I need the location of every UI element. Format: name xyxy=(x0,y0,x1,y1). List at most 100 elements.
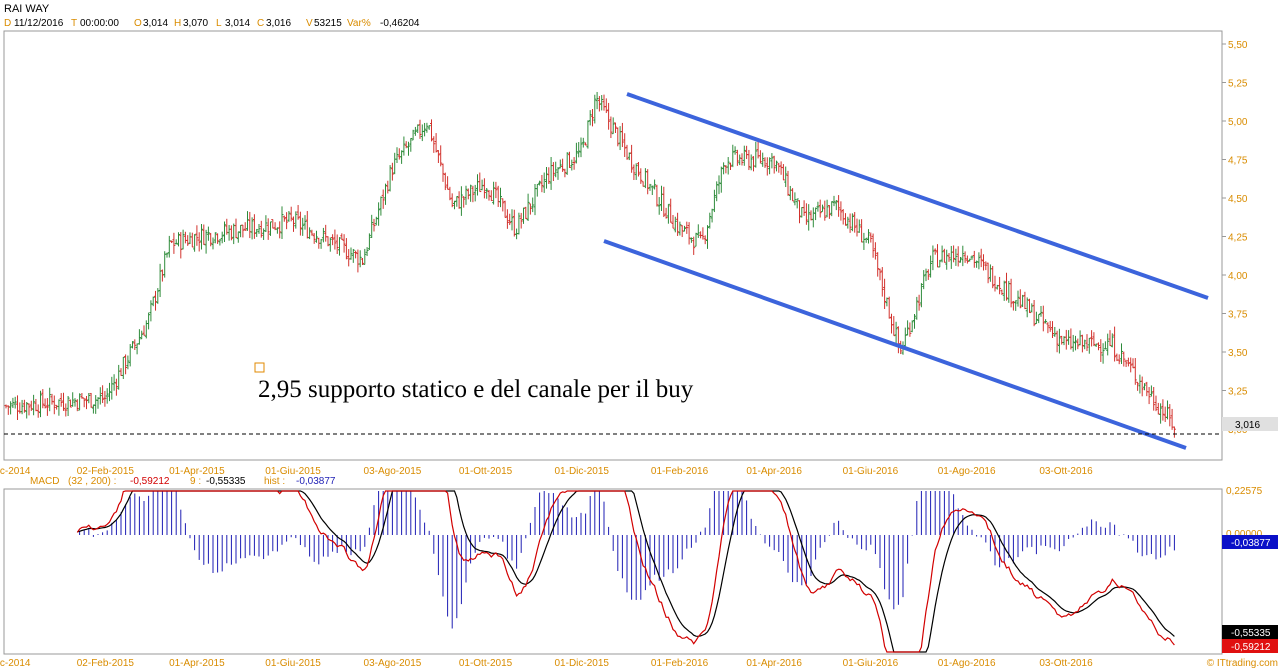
ohlc-bar xyxy=(91,404,95,414)
ohlc-bar xyxy=(998,276,1002,295)
readout-value: 3,016 xyxy=(266,18,291,29)
x-tick-label: 01-Feb-2016 xyxy=(651,658,709,668)
ohlc-bar xyxy=(804,203,808,225)
ohlc-bar xyxy=(264,215,268,232)
x-tick-label: 03-Ago-2015 xyxy=(364,466,422,477)
ohlc-bar xyxy=(190,232,194,248)
ohlc-bar xyxy=(241,224,245,238)
readout-value: 11/12/2016 xyxy=(14,18,64,29)
ohlc-bar xyxy=(181,229,185,250)
ohlc-bar xyxy=(75,399,79,412)
ohlc-bar xyxy=(349,247,353,260)
ohlc-bar xyxy=(669,198,673,223)
ohlc-bar xyxy=(722,162,726,175)
ohlc-bar xyxy=(505,209,509,229)
x-axis-top: 1-Dic-2014 02-Feb-2015 01-Apr-2015 01-Giu-2… xyxy=(0,466,1093,477)
ohlc-bar xyxy=(1101,343,1105,364)
ohlc-bar xyxy=(871,233,875,258)
macd-badge-label: -0,59212 xyxy=(1231,642,1271,653)
ohlc-bar xyxy=(761,152,765,167)
ohlc-bar xyxy=(172,232,176,254)
ohlc-bar xyxy=(561,158,565,172)
ohlc-bar xyxy=(312,233,316,244)
ohlc-bar xyxy=(781,164,785,181)
ohlc-bar xyxy=(926,269,930,280)
ohlc-bar xyxy=(747,149,751,171)
ohlc-bar xyxy=(68,399,72,408)
ohlc-bar xyxy=(945,249,949,270)
ohlc-bar xyxy=(1140,376,1144,397)
ohlc-bar xyxy=(448,186,452,201)
ohlc-bar xyxy=(1028,298,1031,314)
ohlc-readout: D 11/12/2016 T 00:00:00 O 3,014 H 3,070 L 3,014 C 3… xyxy=(4,18,420,29)
ohlc-bar xyxy=(1014,300,1018,311)
ohlc-bar xyxy=(784,166,788,188)
readout-value: 00:00:00 xyxy=(80,18,119,29)
ohlc-bar xyxy=(965,255,969,264)
ohlc-bar xyxy=(977,252,981,270)
ohlc-bar xyxy=(850,213,854,232)
ohlc-bar xyxy=(671,215,675,229)
ohlc-bar xyxy=(579,137,583,158)
ohlc-bar xyxy=(278,221,282,239)
ohlc-bar xyxy=(287,211,291,222)
last-price-badge xyxy=(1222,417,1278,431)
ohlc-bar xyxy=(758,150,762,164)
ohlc-bar xyxy=(1124,359,1128,368)
ohlc-bar xyxy=(140,330,144,340)
ohlc-bar xyxy=(310,229,314,236)
ohlc-bar xyxy=(517,212,521,235)
price-tick-label: 5,00 xyxy=(1228,117,1248,128)
ohlc-bar xyxy=(726,157,730,175)
ohlc-bar xyxy=(535,183,539,197)
ohlc-bar xyxy=(407,141,410,156)
ohlc-bar xyxy=(807,204,811,231)
ohlc-bar xyxy=(568,151,571,168)
ohlc-bar xyxy=(250,217,254,240)
ohlc-bar xyxy=(236,231,240,243)
ohlc-bar xyxy=(124,354,128,375)
ohlc-bar xyxy=(795,198,799,209)
ohlc-bar xyxy=(1080,334,1084,353)
ohlc-bar xyxy=(653,179,657,190)
ohlc-bar xyxy=(873,242,877,260)
ohlc-bar xyxy=(103,390,107,407)
ohlc-bar xyxy=(1005,272,1008,301)
ohlc-bar xyxy=(430,119,433,142)
ohlc-bar xyxy=(616,127,620,147)
ohlc-bar xyxy=(62,392,65,411)
ohlc-bar xyxy=(126,355,130,370)
macd-badge xyxy=(1222,639,1278,653)
x-tick-label: 01-Giu-2016 xyxy=(843,658,899,668)
ohlc-bar xyxy=(848,213,852,233)
ohlc-bar xyxy=(137,329,141,345)
ohlc-bar xyxy=(696,224,700,238)
ohlc-bar xyxy=(41,389,45,409)
ohlc-bar xyxy=(66,396,70,417)
ohlc-bar xyxy=(814,207,818,221)
ohlc-bar xyxy=(156,288,160,304)
ohlc-bar xyxy=(1064,329,1068,350)
readout-key: L xyxy=(216,18,222,29)
ohlc-bar xyxy=(970,255,974,260)
ohlc-bar xyxy=(52,395,56,415)
ohlc-bar xyxy=(984,261,988,271)
x-tick-label: 01-Ott-2015 xyxy=(459,658,513,668)
channel-upper-line xyxy=(626,92,1209,300)
readout-key: T xyxy=(71,18,77,29)
ohlc-bar xyxy=(436,150,440,163)
ohlc-bar xyxy=(818,199,822,218)
ohlc-bar xyxy=(20,399,24,415)
ohlc-bar xyxy=(315,230,318,243)
ohlc-bar xyxy=(545,166,548,189)
ohlc-bar xyxy=(1143,383,1146,391)
ohlc-bar xyxy=(427,125,431,130)
ohlc-bar xyxy=(133,339,137,350)
ohlc-bar xyxy=(1011,300,1015,311)
ohlc-bar xyxy=(940,245,944,263)
ohlc-bar xyxy=(455,196,459,207)
x-tick-label: 01-Giu-2016 xyxy=(843,466,899,477)
ohlc-bar xyxy=(464,185,468,205)
ohlc-bar xyxy=(147,312,151,330)
ohlc-bar xyxy=(959,256,962,263)
